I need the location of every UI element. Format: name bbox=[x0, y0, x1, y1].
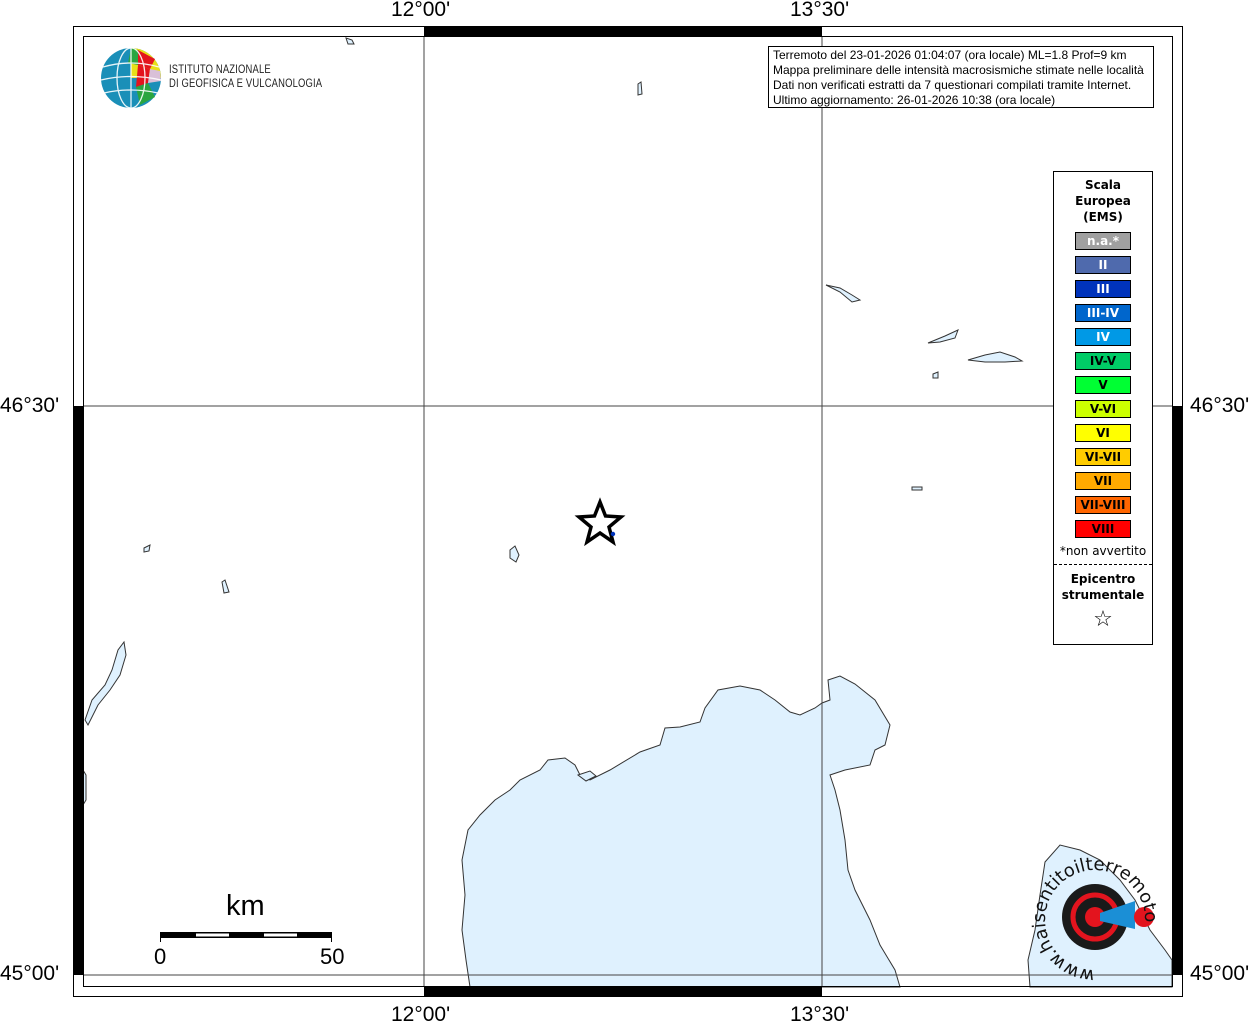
lon-label-bottom: 12°00' bbox=[391, 1003, 451, 1026]
legend-swatch: III-IV bbox=[1075, 304, 1131, 322]
legend-title-line: Scala bbox=[1084, 178, 1122, 192]
lake bbox=[932, 371, 939, 379]
lat-label-right: 46°30' bbox=[1190, 394, 1250, 417]
haisentitoilterremoto-logo-icon[interactable]: www.haisentitoilterremoto.it bbox=[1030, 855, 1160, 985]
legend-swatch: IV-V bbox=[1075, 352, 1131, 370]
intensity-point[interactable] bbox=[610, 531, 616, 537]
ingv-logo-icon bbox=[100, 47, 162, 109]
legend-swatch: V-VI bbox=[1075, 400, 1131, 418]
scale-unit: km bbox=[226, 890, 265, 922]
legend-swatch: VII-VIII bbox=[1075, 496, 1131, 514]
epicenter-label-line: strumentale bbox=[1061, 588, 1145, 602]
lake bbox=[84, 640, 127, 727]
logo-line: DI GEOFISICA E VULCANOLOGIA bbox=[169, 78, 323, 90]
earthquake-info-box: Terremoto del 23-01-2026 01:04:07 (ora l… bbox=[768, 46, 1154, 108]
info-line: Terremoto del 23-01-2026 01:04:07 (ora l… bbox=[773, 48, 1127, 62]
legend-swatch: VII bbox=[1075, 472, 1131, 490]
intensity-legend: Scala Europea (EMS) n.a.* II III III-IV IV IV… bbox=[1053, 171, 1153, 645]
legend-swatch: V bbox=[1075, 376, 1131, 394]
star-icon: ☆ bbox=[1093, 607, 1113, 632]
legend-swatch: VIII bbox=[1075, 520, 1131, 538]
epicenter-label: Epicentro strumentale bbox=[1054, 571, 1152, 603]
lake bbox=[509, 545, 520, 563]
legend-divider bbox=[1054, 564, 1152, 565]
info-line: Ultimo aggiornamento: 26-01-2026 10:38 (… bbox=[773, 93, 1056, 107]
ingv-logo-text: ISTITUTO NAZIONALE DI GEOFISICA E VULCAN… bbox=[169, 63, 322, 91]
lat-label-left: 46°30' bbox=[0, 394, 60, 417]
legend-swatch: III bbox=[1075, 280, 1131, 298]
epicenter-star-icon[interactable] bbox=[574, 497, 626, 547]
scale-min: 0 bbox=[154, 944, 167, 969]
legend-title: Scala Europea (EMS) bbox=[1054, 177, 1152, 225]
epicenter-label-line: Epicentro bbox=[1070, 572, 1136, 586]
info-line: Dati non verificati estratti da 7 questi… bbox=[773, 78, 1132, 92]
legend-swatch: II bbox=[1075, 256, 1131, 274]
legend-swatch: IV bbox=[1075, 328, 1131, 346]
scale-bar bbox=[160, 932, 332, 942]
epicenter[interactable] bbox=[574, 497, 626, 547]
lat-label-right: 45°00' bbox=[1190, 962, 1250, 985]
lat-label-left: 45°00' bbox=[0, 962, 60, 985]
lagoon bbox=[576, 770, 597, 782]
legend-title-line: (EMS) bbox=[1083, 210, 1123, 224]
lake bbox=[637, 81, 643, 96]
map-frame bbox=[73, 26, 1183, 997]
legend-title-line: Europea bbox=[1075, 194, 1131, 208]
legend-swatch: VI-VII bbox=[1075, 448, 1131, 466]
legend-swatches: n.a.* II III III-IV IV IV-V V V-VI VI VI-VII VII VI… bbox=[1054, 232, 1152, 538]
scale-max: 50 bbox=[320, 944, 345, 969]
lake bbox=[927, 329, 959, 344]
adriatic-sea bbox=[461, 675, 901, 988]
legend-note: *non avvertito bbox=[1059, 544, 1147, 558]
lake bbox=[967, 351, 1024, 363]
lake bbox=[911, 486, 923, 491]
legend-swatch: VI bbox=[1075, 424, 1131, 442]
graticule bbox=[83, 36, 1172, 987]
lon-label-top: 13°30' bbox=[790, 0, 850, 21]
lake bbox=[825, 284, 862, 303]
lake bbox=[143, 544, 151, 553]
lon-label-bottom: 13°30' bbox=[790, 1003, 850, 1026]
lon-label-top: 12°00' bbox=[391, 0, 451, 21]
logo-line: ISTITUTO NAZIONALE bbox=[169, 64, 271, 76]
legend-swatch: n.a.* bbox=[1075, 232, 1131, 250]
info-line: Mappa preliminare delle intensità macros… bbox=[773, 63, 1144, 77]
water-bodies bbox=[82, 37, 1173, 988]
lake bbox=[221, 579, 230, 594]
lake bbox=[345, 37, 355, 45]
